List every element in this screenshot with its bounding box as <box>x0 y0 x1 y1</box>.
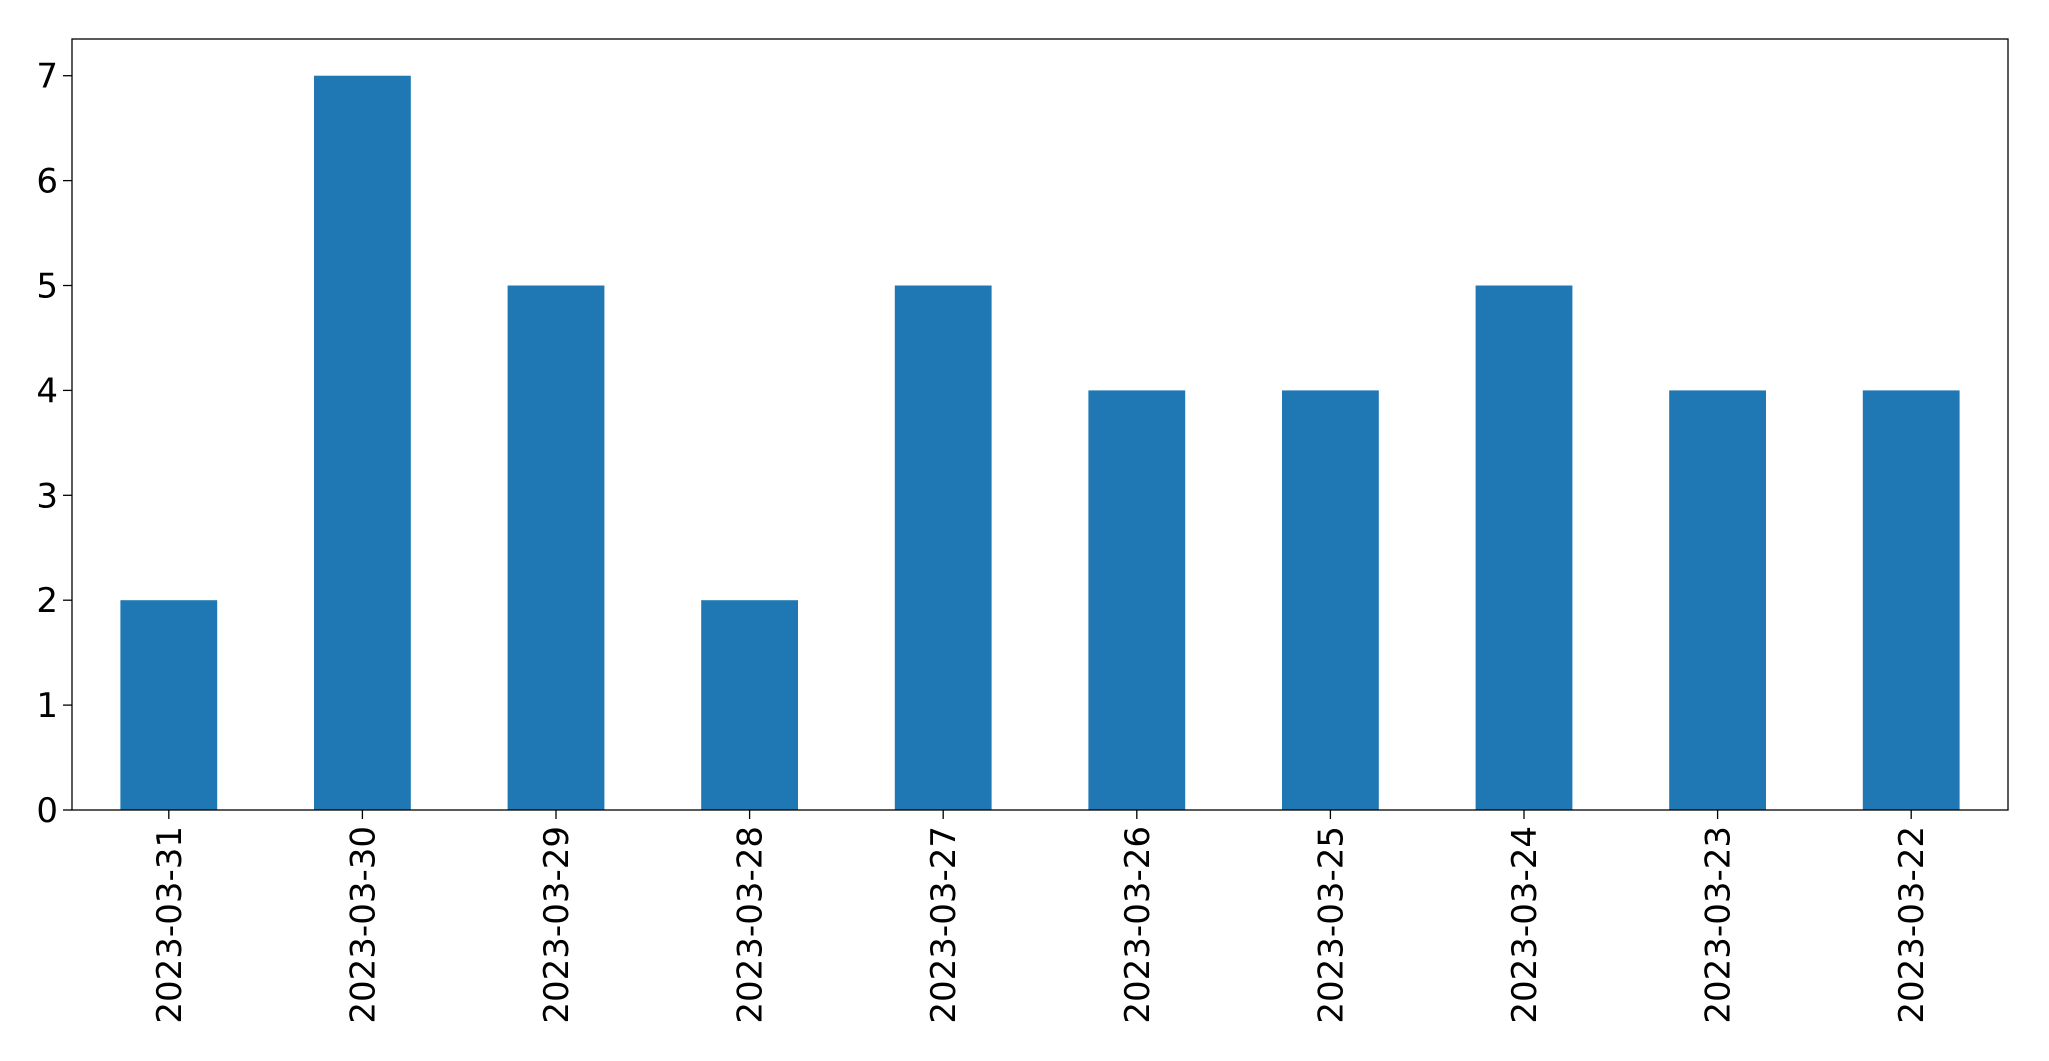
y-tick-label: 0 <box>36 791 58 831</box>
y-tick-label: 6 <box>36 162 58 202</box>
x-tick-label: 2023-03-23 <box>1699 826 1739 1024</box>
plot-frame <box>71 38 2009 811</box>
x-tick-label: 2023-03-27 <box>924 826 964 1024</box>
x-tick-label: 2023-03-26 <box>1118 826 1158 1024</box>
bar <box>120 600 218 810</box>
bar <box>1475 285 1573 810</box>
bar <box>1669 390 1766 810</box>
bar <box>701 600 798 810</box>
x-tick-label: 2023-03-28 <box>731 826 771 1024</box>
x-tick-label: 2023-03-30 <box>343 826 383 1024</box>
y-tick-label: 2 <box>36 581 58 621</box>
x-tick-label: 2023-03-29 <box>537 826 577 1024</box>
y-tick-label: 1 <box>36 686 58 726</box>
x-tick-label: 2023-03-24 <box>1505 826 1545 1024</box>
y-tick-label: 4 <box>36 371 58 411</box>
bar <box>1862 390 1960 810</box>
bar <box>314 75 411 810</box>
bar <box>1282 390 1379 810</box>
x-tick-label: 2023-03-22 <box>1892 826 1932 1024</box>
bar <box>507 285 605 810</box>
y-tick-label: 5 <box>36 267 58 307</box>
bar <box>1088 390 1186 810</box>
x-tick-label: 2023-03-25 <box>1311 826 1351 1024</box>
y-tick-label: 3 <box>36 476 58 516</box>
bar <box>894 285 992 810</box>
x-tick-label: 2023-03-31 <box>150 826 190 1024</box>
y-tick-label: 7 <box>36 57 58 97</box>
